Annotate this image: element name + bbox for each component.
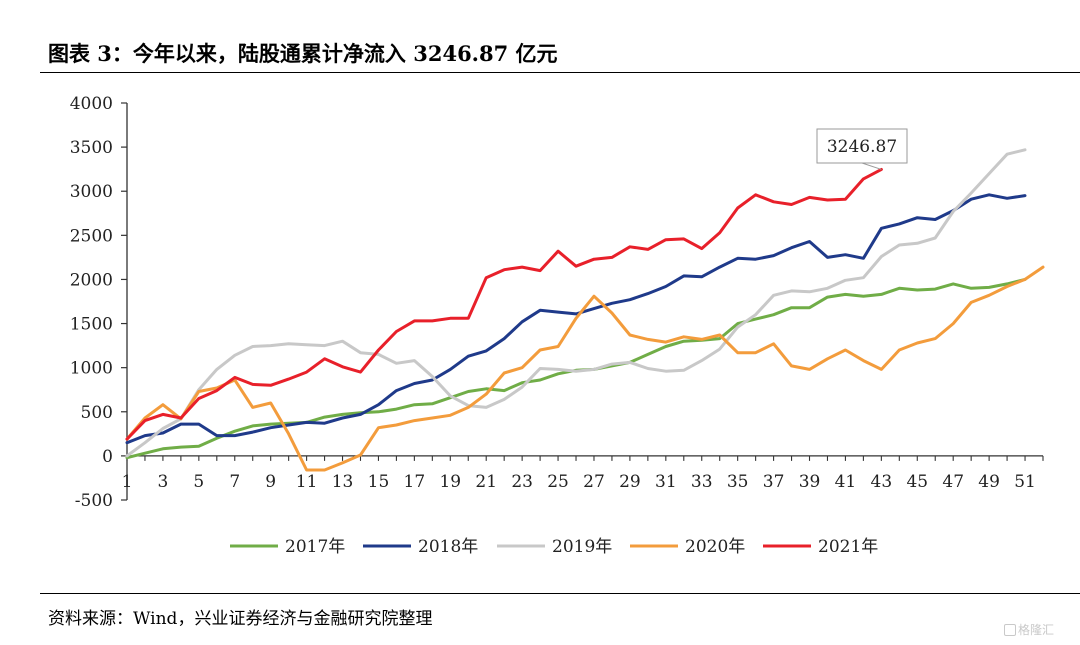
x-tick-label: 17 <box>404 472 426 492</box>
series-line-2 <box>125 193 1027 445</box>
y-tick-label: 4000 <box>70 94 113 114</box>
watermark-logo-icon <box>1004 624 1016 636</box>
x-tick-label: 1 <box>122 472 133 492</box>
legend-label: 2017年 <box>285 537 345 557</box>
y-tick-label: 500 <box>81 403 113 423</box>
legend-label: 2020年 <box>685 537 745 557</box>
x-tick-label: 25 <box>547 472 569 492</box>
title-divider <box>40 72 1080 73</box>
x-tick-label: 39 <box>799 472 821 492</box>
x-tick-label: 37 <box>763 472 785 492</box>
x-tick-label: 49 <box>978 472 1000 492</box>
x-tick-label: 19 <box>439 472 461 492</box>
source-note: 资料来源：Wind，兴业证券经济与金融研究院整理 <box>48 609 433 629</box>
x-tick-label: 9 <box>265 472 276 492</box>
x-tick-label: 45 <box>906 472 928 492</box>
x-tick-label: 11 <box>296 472 318 492</box>
watermark: 格隆汇 <box>1004 621 1054 638</box>
x-tick-label: 7 <box>229 472 240 492</box>
x-tick-label: 35 <box>727 472 749 492</box>
x-tick-label: 47 <box>942 472 964 492</box>
chart-lines <box>125 148 1045 472</box>
series-line-3 <box>125 148 1027 458</box>
y-tick-label: 2500 <box>70 226 113 246</box>
x-tick-label: 51 <box>1014 472 1036 492</box>
source-divider <box>40 593 1080 594</box>
chart-title: 图表 3：今年以来，陆股通累计净流入 3246.87 亿元 <box>48 41 558 66</box>
y-tick-label: 3500 <box>70 138 113 158</box>
x-tick-label: 29 <box>619 472 641 492</box>
x-tick-label: 27 <box>583 472 605 492</box>
legend-label: 2019年 <box>552 537 612 557</box>
annotation-label: 3246.87 <box>827 137 897 157</box>
legend-label: 2018年 <box>418 537 478 557</box>
chart-annotation: 3246.87 <box>816 128 908 170</box>
x-tick-label: 15 <box>368 472 390 492</box>
x-tick-label: 5 <box>193 472 204 492</box>
x-tick-label: 31 <box>655 472 677 492</box>
y-tick-label: -500 <box>75 491 113 511</box>
series-line-5 <box>125 167 883 441</box>
x-tick-label: 41 <box>835 472 857 492</box>
x-tick-label: 33 <box>691 472 713 492</box>
x-tick-label: 13 <box>332 472 354 492</box>
annotation-leader <box>861 162 882 170</box>
chart-legend: 2017年 2018年 2019年 2020年 2021年 <box>230 537 878 557</box>
x-tick-label: 23 <box>511 472 533 492</box>
watermark-text: 格隆汇 <box>1018 623 1055 637</box>
y-tick-label: 3000 <box>70 182 113 202</box>
x-tick-label: 3 <box>158 472 169 492</box>
series-line-4 <box>125 265 1045 472</box>
y-tick-label: 1000 <box>70 359 113 379</box>
x-tick-label: 21 <box>475 472 497 492</box>
annotation-box <box>816 128 908 164</box>
y-tick-label: 1500 <box>70 315 113 335</box>
y-tick-label: 2000 <box>70 270 113 290</box>
x-tick-label: 43 <box>871 472 893 492</box>
y-tick-label: 0 <box>102 447 113 467</box>
legend-label: 2021年 <box>818 537 878 557</box>
